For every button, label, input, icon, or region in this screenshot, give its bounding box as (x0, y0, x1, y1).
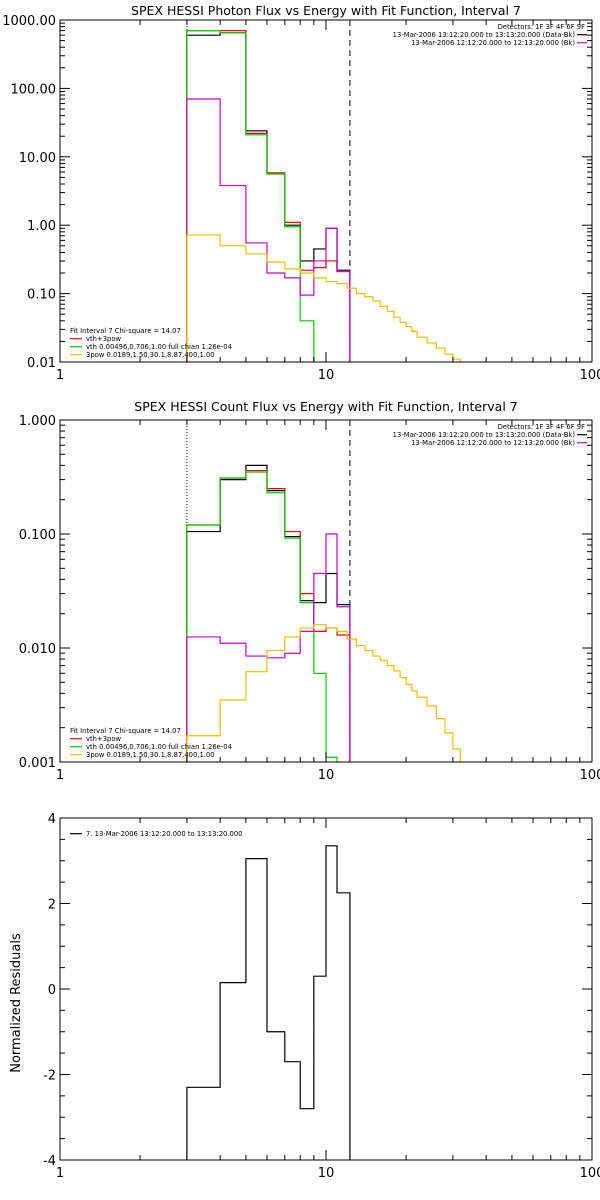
x-tick-label: 1 (56, 1166, 64, 1181)
count-flux-title: SPEX HESSI Count Flux vs Energy with Fit… (134, 399, 517, 414)
series-line-0 (186, 32, 351, 362)
legend-item-2: 3pow 0.0189,1.50,30.1,8.87,400,1.00 (86, 751, 215, 759)
series-line-2 (186, 471, 338, 762)
y-tick-label: 0.001 (19, 756, 56, 771)
x-tick-label: 1 (56, 768, 64, 783)
series-line-3 (186, 98, 351, 362)
y-tick-label: 0.100 (19, 528, 56, 543)
legend-item-2: 3pow 0.0189,1.50,30.1,8.87,400,1.00 (86, 351, 215, 359)
x-tick-label: 100 (580, 368, 600, 383)
y-tick-label: 2 (48, 898, 56, 913)
residuals-legend: 7. 13-Mar-2006 13:12:20.000 to 13:13:20.… (86, 830, 243, 838)
y-tick-label: 10.00 (19, 151, 56, 166)
photon-flux-detector-info: Detectors: 1F 3F 4F 6F 9F 13-Mar-2006 13… (393, 23, 585, 47)
series-line-1 (186, 30, 351, 362)
photon-flux-plot-area (186, 20, 461, 362)
y-tick-label: 0.010 (19, 642, 56, 657)
residuals-plot-area (186, 845, 351, 1160)
x-tick-label: 100 (580, 1166, 600, 1181)
photon-flux-frame (59, 19, 593, 363)
series-line-0 (186, 845, 351, 1160)
residuals-panel: Normalized Residuals 7. 13-Mar-2006 13:1… (9, 812, 600, 1181)
info-bk-interval: 13-Mar-2006 12:12:20.000 to 12:13:20.000… (411, 39, 575, 47)
legend-header: Fit Interval 7 Chi-square = 14.07 (70, 727, 181, 735)
legend-item-0: vth+3pow (86, 335, 121, 343)
x-tick-label: 100 (580, 768, 600, 783)
count-flux-plot-area (186, 420, 461, 762)
y-tick-label: 0 (48, 983, 56, 998)
y-tick-label: 1000.00 (2, 14, 56, 29)
legend-item-1: vth 0.00496,0.706,1.00 full chian 1.26e-… (86, 343, 232, 351)
count-flux-legend: Fit Interval 7 Chi-square = 14.07 vth+3p… (70, 727, 232, 759)
info-detectors: Detectors: 1F 3F 4F 6F 9F (498, 23, 586, 31)
y-tick-label: 4 (48, 812, 56, 827)
count-flux-detector-info: Detectors: 1F 3F 4F 6F 9F 13-Mar-2006 13… (393, 423, 585, 447)
x-tick-label: 10 (318, 768, 335, 783)
residuals-ylabel: Normalized Residuals (9, 933, 24, 1073)
info-data-interval: 13-Mar-2006 13:12:20.000 to 13:13:20.000… (393, 431, 576, 439)
legend-item-0: vth+3pow (86, 735, 121, 743)
legend-header: Fit Interval 7 Chi-square = 14.07 (70, 327, 181, 335)
x-tick-label: 1 (56, 368, 64, 383)
y-tick-label: 100.00 (11, 82, 57, 97)
count-flux-panel: SPEX HESSI Count Flux vs Energy with Fit… (19, 399, 600, 783)
y-tick-label: 0.01 (27, 356, 56, 371)
info-bk-interval: 13-Mar-2006 12:12:20.000 to 12:13:20.000… (411, 439, 575, 447)
series-line-0 (186, 464, 351, 762)
series-line-3 (186, 533, 351, 762)
series-line-2 (186, 30, 315, 362)
photon-flux-legend: Fit Interval 7 Chi-square = 14.07 vth+3p… (70, 327, 232, 359)
y-tick-label: 0.10 (27, 288, 56, 303)
series-line-4 (186, 234, 461, 362)
legend-item-0: 7. 13-Mar-2006 13:12:20.000 to 13:13:20.… (86, 830, 243, 838)
y-tick-label: 1.00 (27, 219, 56, 234)
y-tick-label: -2 (43, 1069, 56, 1084)
series-line-4 (186, 624, 461, 762)
x-tick-label: 10 (318, 1166, 335, 1181)
y-tick-label: 1.000 (19, 414, 56, 429)
y-tick-label: -4 (43, 1154, 56, 1169)
info-data-interval: 13-Mar-2006 13:12:20.000 to 13:13:20.000… (393, 31, 576, 39)
info-detectors: Detectors: 1F 3F 4F 6F 9F (498, 423, 586, 431)
photon-flux-title: SPEX HESSI Photon Flux vs Energy with Fi… (131, 3, 521, 18)
legend-item-1: vth 0.00496,0.706,1.00 full chian 1.26e-… (86, 743, 232, 751)
x-tick-label: 10 (318, 368, 335, 383)
photon-flux-panel: SPEX HESSI Photon Flux vs Energy with Fi… (2, 3, 600, 383)
